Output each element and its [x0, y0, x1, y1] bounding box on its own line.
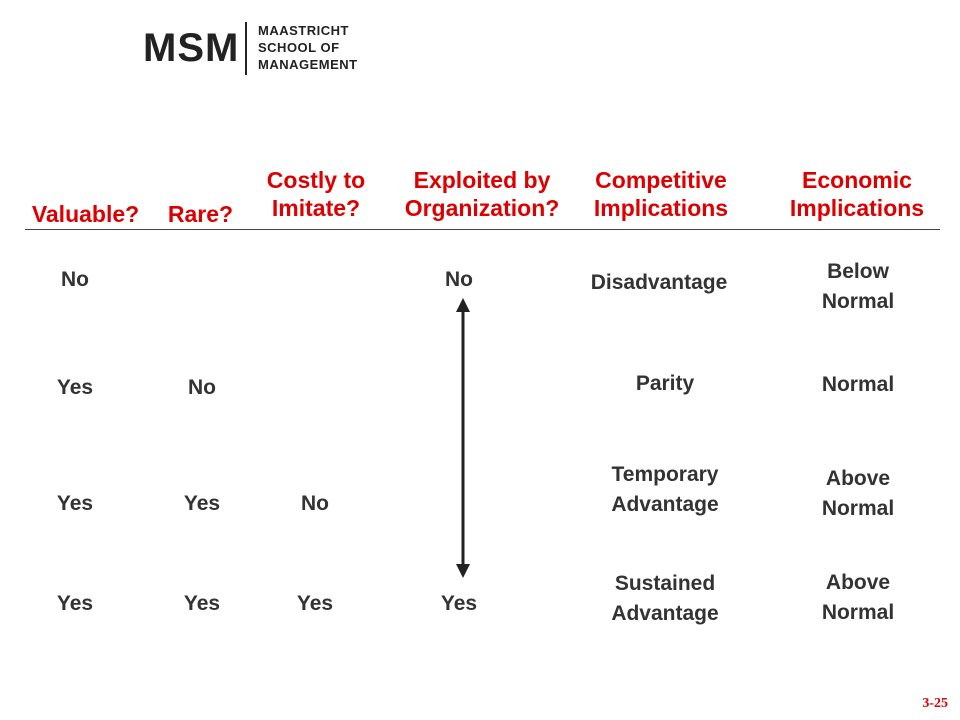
- row1-economic-line2: Normal: [821, 290, 895, 313]
- row4-costly: Yes: [296, 592, 334, 615]
- logo-divider: [245, 22, 247, 75]
- header-competitive-line1: Competitive: [595, 167, 727, 193]
- row3-economic-line1: Above: [825, 467, 891, 490]
- row4-economic-line1: Above: [825, 571, 891, 594]
- row3-competitive-line2: Advantage: [611, 493, 719, 516]
- logo-line-1: MAASTRICHT: [258, 23, 349, 38]
- row1-economic-line1: Below: [827, 260, 889, 283]
- row3-rare: Yes: [183, 492, 221, 515]
- row3-costly: No: [301, 492, 329, 515]
- row3-economic: Above Normal: [778, 464, 938, 524]
- header-costly: Costly to Imitate?: [250, 166, 382, 222]
- header-rule: [25, 229, 940, 230]
- logo-line-3: MANAGEMENT: [258, 57, 358, 72]
- row2-rare: No: [188, 376, 216, 399]
- row4-rare: Yes: [183, 592, 221, 615]
- row1-economic: Below Normal: [778, 257, 938, 317]
- row2-economic: Normal: [821, 373, 895, 396]
- row4-exploited: Yes: [440, 592, 478, 615]
- page-number: 3-25: [922, 696, 948, 711]
- header-exploited: Exploited by Organization?: [386, 166, 578, 222]
- row2-competitive: Parity: [635, 372, 695, 395]
- header-exploited-line1: Exploited by: [413, 167, 551, 193]
- row4-competitive: Sustained Advantage: [565, 569, 765, 629]
- msm-logo-mark: MSM: [143, 26, 240, 70]
- row3-competitive: Temporary Advantage: [565, 460, 765, 520]
- header-economic-line1: Economic: [802, 167, 912, 193]
- row4-competitive-line2: Advantage: [611, 602, 719, 625]
- header-economic-line2: Implications: [789, 195, 925, 221]
- row4-valuable: Yes: [56, 592, 94, 615]
- logo-line-2: SCHOOL OF: [258, 40, 340, 55]
- double-arrow-icon: [456, 298, 470, 578]
- row4-competitive-line1: Sustained: [614, 572, 716, 595]
- header-competitive: Competitive Implications: [576, 166, 746, 222]
- row3-valuable: Yes: [56, 492, 94, 515]
- header-exploited-line2: Organization?: [404, 195, 560, 221]
- header-costly-line1: Costly to: [266, 167, 366, 193]
- row3-competitive-line1: Temporary: [611, 463, 719, 486]
- row4-economic-line2: Normal: [821, 601, 895, 624]
- header-competitive-line2: Implications: [593, 195, 729, 221]
- row1-competitive: Disadvantage: [590, 271, 728, 294]
- header-economic: Economic Implications: [772, 166, 942, 222]
- row1-exploited: No: [445, 268, 473, 291]
- row1-valuable: No: [61, 268, 89, 291]
- header-valuable: Valuable?: [31, 201, 140, 227]
- logo-text: MAASTRICHT SCHOOL OF MANAGEMENT: [258, 22, 358, 73]
- row2-valuable: Yes: [56, 376, 94, 399]
- header-costly-line2: Imitate?: [271, 195, 361, 221]
- row3-economic-line2: Normal: [821, 497, 895, 520]
- row4-economic: Above Normal: [778, 568, 938, 628]
- header-rare: Rare?: [167, 201, 234, 227]
